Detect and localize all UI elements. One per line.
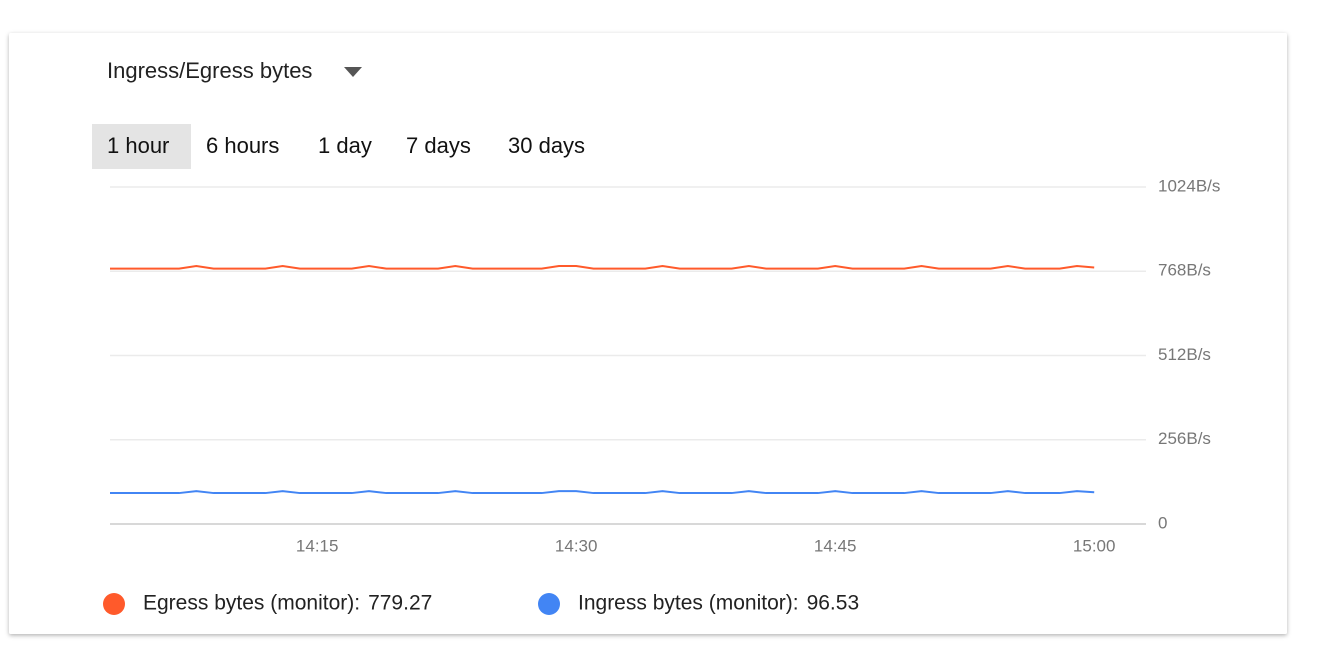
y-tick-label: 1024B/s (1158, 176, 1220, 195)
x-tick-label: 15:00 (1073, 536, 1116, 555)
selected-range-bg (92, 124, 191, 169)
series-line (110, 264, 1095, 270)
card (9, 33, 1287, 634)
legend-swatch (103, 593, 125, 615)
legend-label: Ingress bytes (monitor): (578, 592, 799, 615)
range-button[interactable]: 7 days (406, 133, 471, 158)
series-line (110, 490, 1095, 495)
range-button[interactable]: 1 day (318, 133, 372, 158)
legend-value: 779.27 (368, 592, 432, 615)
range-button[interactable]: 6 hours (206, 133, 279, 158)
y-tick-label: 512B/s (1158, 345, 1211, 364)
legend-swatch (538, 593, 560, 615)
legend-value: 96.53 (807, 592, 860, 615)
range-button[interactable]: 30 days (508, 133, 585, 158)
x-tick-label: 14:15 (296, 536, 339, 555)
dropdown-arrow[interactable] (344, 67, 362, 77)
y-tick-label: 768B/s (1158, 261, 1211, 280)
range-button[interactable]: 1 hour (107, 133, 169, 158)
y-tick-label: 0 (1158, 513, 1167, 532)
x-tick-label: 14:45 (814, 536, 857, 555)
x-tick-label: 14:30 (555, 536, 598, 555)
y-tick-label: 256B/s (1158, 429, 1211, 448)
legend-label: Egress bytes (monitor): (143, 592, 360, 615)
metric-title[interactable]: Ingress/Egress bytes (107, 58, 312, 83)
